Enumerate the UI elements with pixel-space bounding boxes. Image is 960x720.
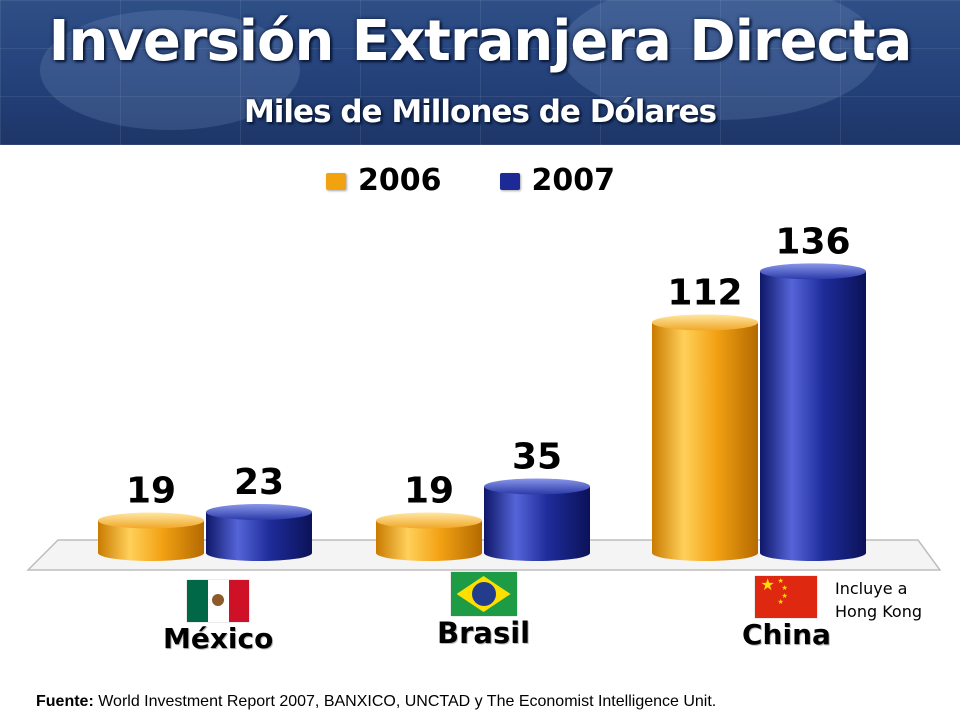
- bar-brasil-2007-top: [484, 478, 590, 495]
- banner-map-grid: [0, 0, 960, 145]
- chart-legend: 2006 2007: [326, 163, 615, 199]
- brazil-flag-icon: [450, 572, 517, 616]
- bar-mexico-2006-top: [98, 512, 204, 529]
- title-banner: Inversión Extranjera Directa Miles de Mi…: [0, 0, 960, 145]
- note-line-2: Hong Kong: [835, 602, 922, 621]
- page-subtitle: Miles de Millones de Dólares: [243, 94, 717, 130]
- bar-china-2006-top: [652, 314, 758, 331]
- source-footer: Fuente: World Investment Report 2007, BA…: [36, 693, 956, 711]
- bar-china-2007: [760, 271, 866, 561]
- legend-item-2007: 2007: [499, 163, 616, 199]
- legend-swatch-2007: [499, 172, 520, 190]
- mexico-flag-icon: [187, 580, 250, 622]
- bar-mexico-2006: [98, 520, 204, 561]
- data-label-china-2007: 136: [775, 221, 850, 262]
- bar-china-2007-top: [760, 263, 866, 280]
- note-line-1: Incluye a: [835, 579, 908, 598]
- banner-map-shape: [40, 10, 300, 130]
- bar-mexico-2007: [206, 512, 312, 561]
- bar-chart: 19 23 19 35 112 136: [26, 221, 942, 571]
- data-label-mexico-2007: 23: [234, 462, 284, 503]
- source-label: Fuente:: [36, 693, 94, 710]
- bar-china-2006: [652, 322, 758, 561]
- bar-brasil-2006: [376, 520, 482, 561]
- legend-label-2007: 2007: [531, 163, 616, 198]
- data-label-china-2006: 112: [667, 272, 742, 313]
- bar-series-group: 19 23 19 35 112 136: [98, 221, 866, 561]
- china-note: Incluye a Hong Kong: [835, 577, 955, 623]
- bar-brasil-2006-top: [376, 512, 482, 529]
- legend-swatch-2006: [326, 172, 346, 190]
- china-flag-icon: ★ ★ ★ ★ ★: [755, 576, 818, 618]
- category-brasil: Brasil: [437, 572, 530, 648]
- category-label-mexico: México: [163, 622, 274, 655]
- category-label-china: China: [742, 618, 831, 651]
- legend-label-2006: 2006: [358, 163, 442, 198]
- bar-brasil-2007: [484, 486, 590, 561]
- data-label-brasil-2007: 35: [512, 436, 562, 477]
- banner-map-shape: [560, 0, 880, 120]
- data-label-brasil-2006: 19: [404, 471, 454, 512]
- category-china: ★ ★ ★ ★ ★ China: [742, 576, 831, 650]
- source-text: World Investment Report 2007, BANXICO, U…: [93, 693, 717, 710]
- category-mexico: México: [163, 580, 273, 654]
- legend-item-2006: 2006: [326, 163, 442, 199]
- data-label-mexico-2006: 19: [126, 471, 176, 512]
- page-title: Inversión Extranjera Directa: [48, 9, 913, 74]
- bar-mexico-2007-top: [206, 504, 312, 521]
- category-label-brasil: Brasil: [437, 616, 531, 650]
